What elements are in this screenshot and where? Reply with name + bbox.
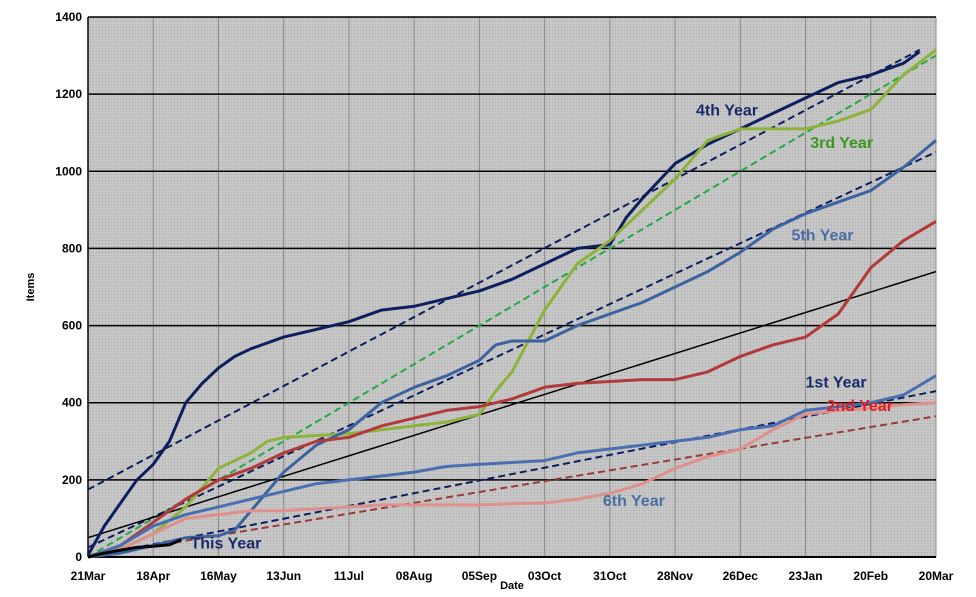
series-label: 1st Year — [806, 374, 867, 391]
series-line-6th-year — [87, 401, 937, 559]
x-tick-label: 28Nov — [657, 569, 693, 583]
y-tick-label: 800 — [62, 241, 82, 255]
x-tick-label: 03Oct — [528, 569, 561, 583]
x-tick-label: 16May — [200, 569, 237, 583]
x-tick-label: 20Mar — [919, 569, 954, 583]
series-line-3rd-year — [87, 48, 937, 559]
y-tick-label: 400 — [62, 396, 82, 410]
x-tick-label: 13Jun — [266, 569, 301, 583]
x-tick-label: 11Jul — [334, 569, 364, 583]
series-line-this-year — [87, 538, 182, 559]
y-tick-labels: 0 200 400 600 800 1000 1200 1400 — [55, 10, 82, 564]
trend-line — [87, 48, 921, 491]
series-label: 6th Year — [603, 493, 665, 510]
trend-line — [87, 151, 937, 549]
y-tick-label: 1400 — [55, 10, 82, 24]
plot-area — [88, 17, 936, 557]
y-axis-title: Items — [25, 273, 37, 302]
x-tick-label: 20Feb — [853, 569, 888, 583]
x-tick-label: 08Aug — [396, 569, 433, 583]
x-axis-title: Date — [500, 580, 524, 592]
x-tick-label: 31Oct — [593, 569, 626, 583]
x-tick-label: 23Jan — [789, 569, 823, 583]
series-label: This Year — [191, 536, 262, 553]
y-tick-label: 600 — [62, 319, 82, 333]
x-tick-label: 18Apr — [136, 569, 170, 583]
y-tick-label: 0 — [75, 550, 82, 564]
y-tick-label: 1200 — [55, 87, 82, 101]
series-line-5th-year — [87, 139, 937, 559]
series-line-4th-year — [86, 50, 921, 556]
x-tick-label: 05Sep — [462, 569, 497, 583]
x-tick-label: 26Dec — [723, 569, 759, 583]
series-label: 3rd Year — [810, 135, 873, 152]
series-label: 2nd Year — [827, 398, 893, 415]
series-lines — [86, 48, 937, 559]
y-tick-label: 200 — [62, 473, 82, 487]
series-label: 5th Year — [792, 228, 854, 245]
x-tick-label: 21Mar — [71, 569, 106, 583]
y-tick-label: 1000 — [55, 164, 82, 178]
series-label: 4th Year — [696, 102, 758, 119]
series-line-2nd-year — [87, 220, 937, 559]
series-line-1st-year — [87, 374, 937, 559]
series-labels: 4th Year 3rd Year 5th Year 2nd Year 1st Year… — [191, 102, 893, 552]
x-tick-labels: 21Mar 18Apr 16May 13Jun 11Jul 08Aug 05Sep 03Oct… — [71, 569, 954, 583]
horizontal-gridlines — [87, 16, 936, 558]
trend-line — [87, 54, 937, 558]
trend-line — [87, 270, 937, 539]
